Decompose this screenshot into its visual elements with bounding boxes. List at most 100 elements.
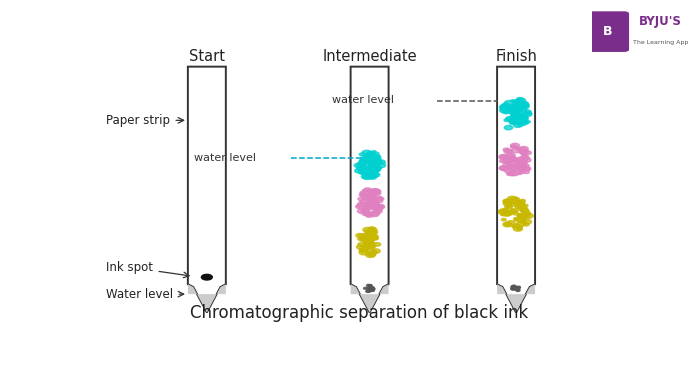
Circle shape <box>521 214 527 217</box>
Circle shape <box>374 167 379 170</box>
Circle shape <box>522 219 531 224</box>
FancyBboxPatch shape <box>587 11 629 52</box>
Text: BYJU'S: BYJU'S <box>639 15 682 28</box>
Circle shape <box>369 159 377 164</box>
Circle shape <box>369 153 374 156</box>
Circle shape <box>365 159 372 163</box>
Circle shape <box>515 104 522 108</box>
Circle shape <box>504 199 512 203</box>
Circle shape <box>374 209 382 213</box>
Circle shape <box>356 233 363 237</box>
Circle shape <box>358 237 363 240</box>
Circle shape <box>371 173 377 177</box>
Circle shape <box>502 168 508 171</box>
Circle shape <box>500 155 506 157</box>
Circle shape <box>358 242 367 247</box>
Circle shape <box>372 249 380 253</box>
Circle shape <box>519 213 527 217</box>
Circle shape <box>520 163 526 167</box>
Circle shape <box>368 160 372 163</box>
Circle shape <box>372 161 377 164</box>
Circle shape <box>511 113 519 117</box>
Circle shape <box>372 152 379 156</box>
Circle shape <box>362 244 370 248</box>
Circle shape <box>502 211 512 216</box>
Circle shape <box>519 203 525 207</box>
Circle shape <box>517 214 524 218</box>
Circle shape <box>363 158 370 161</box>
Circle shape <box>516 287 518 288</box>
Circle shape <box>377 204 383 208</box>
Circle shape <box>505 101 514 105</box>
Circle shape <box>362 168 366 171</box>
Circle shape <box>510 112 517 116</box>
Polygon shape <box>188 284 226 313</box>
Circle shape <box>376 166 382 169</box>
Text: water level: water level <box>332 95 394 105</box>
Circle shape <box>368 160 374 163</box>
Circle shape <box>368 243 372 245</box>
Circle shape <box>517 157 524 160</box>
Circle shape <box>510 166 519 170</box>
Circle shape <box>500 107 506 110</box>
Circle shape <box>511 287 514 289</box>
Circle shape <box>520 208 529 213</box>
Circle shape <box>363 173 368 176</box>
Circle shape <box>518 121 523 123</box>
Circle shape <box>522 167 530 171</box>
Circle shape <box>370 212 379 217</box>
Circle shape <box>376 205 381 208</box>
Circle shape <box>516 290 520 291</box>
Circle shape <box>505 204 511 208</box>
Circle shape <box>363 239 372 243</box>
Circle shape <box>371 200 378 204</box>
Circle shape <box>513 226 522 231</box>
Circle shape <box>520 146 528 151</box>
Circle shape <box>526 112 532 115</box>
Circle shape <box>364 167 372 171</box>
Circle shape <box>371 290 374 291</box>
Circle shape <box>377 205 384 209</box>
Circle shape <box>369 237 375 241</box>
Circle shape <box>517 206 522 208</box>
Circle shape <box>370 236 375 239</box>
Circle shape <box>510 145 516 148</box>
Circle shape <box>373 159 382 164</box>
Circle shape <box>356 245 365 249</box>
Circle shape <box>508 196 517 201</box>
Circle shape <box>366 230 372 233</box>
Circle shape <box>519 171 524 174</box>
Circle shape <box>507 173 512 175</box>
Circle shape <box>365 205 372 209</box>
Circle shape <box>524 215 529 218</box>
Circle shape <box>365 195 372 198</box>
Circle shape <box>508 199 513 201</box>
Circle shape <box>360 159 365 161</box>
Circle shape <box>512 286 515 287</box>
Circle shape <box>514 107 523 111</box>
Circle shape <box>517 163 524 167</box>
Circle shape <box>360 191 366 195</box>
Circle shape <box>523 204 528 207</box>
Circle shape <box>517 160 526 165</box>
Circle shape <box>356 204 364 209</box>
Circle shape <box>371 288 374 290</box>
Circle shape <box>364 197 372 201</box>
Circle shape <box>365 248 375 254</box>
Circle shape <box>369 285 372 286</box>
Circle shape <box>504 126 512 130</box>
Circle shape <box>523 158 531 162</box>
Circle shape <box>377 205 382 207</box>
Circle shape <box>508 170 514 173</box>
Circle shape <box>368 197 374 201</box>
Circle shape <box>519 107 527 112</box>
Circle shape <box>503 199 511 203</box>
Circle shape <box>510 106 519 110</box>
Circle shape <box>365 252 375 257</box>
Circle shape <box>372 201 379 204</box>
Circle shape <box>516 222 525 226</box>
Circle shape <box>368 163 374 166</box>
Circle shape <box>370 167 379 172</box>
Circle shape <box>363 245 369 248</box>
Circle shape <box>518 117 525 120</box>
